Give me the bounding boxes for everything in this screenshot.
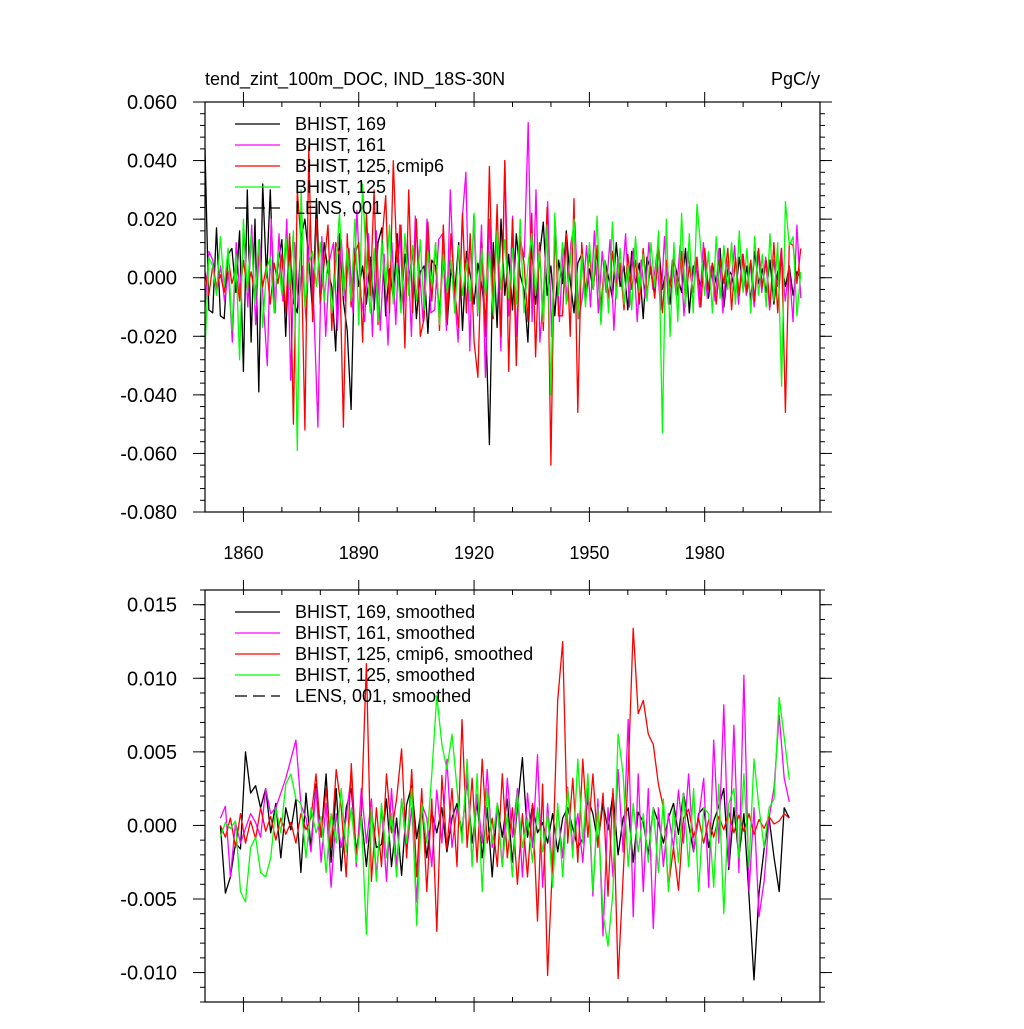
legend-label-1: BHIST, 161 xyxy=(295,135,386,155)
x-tick-label: 1920 xyxy=(454,543,494,563)
legend-label-0: BHIST, 169 xyxy=(295,114,386,134)
chart-title: tend_zint_100m_DOC, IND_18S-30N xyxy=(205,69,505,90)
y-tick-label: 0.040 xyxy=(127,151,177,173)
chart-units: PgC/y xyxy=(771,69,820,89)
series-line-2 xyxy=(219,627,790,980)
x-tick-label: 1950 xyxy=(569,543,609,563)
legend-label-3: BHIST, 125, smoothed xyxy=(295,665,475,685)
legend-label-2: BHIST, 125, cmip6 xyxy=(295,156,444,176)
x-tick-label: 1860 xyxy=(223,543,263,563)
y-tick-label: 0.005 xyxy=(127,742,177,764)
y-tick-label: 0.020 xyxy=(127,209,177,231)
y-tick-label: -0.060 xyxy=(120,443,177,465)
legend-label-4: LENS, 001 xyxy=(295,198,382,218)
legend-label-3: BHIST, 125 xyxy=(295,177,386,197)
bottom-panel: -0.010 -0.005 0.000 0.005 0.010 0.015 BHIST, 1… xyxy=(120,580,832,1012)
y-tick-label: 0.000 xyxy=(127,268,177,290)
legend-label-4: LENS, 001, smoothed xyxy=(295,686,471,706)
y-tick-label: -0.080 xyxy=(120,502,177,524)
y-tick-label: 0.015 xyxy=(127,595,177,617)
series-line-2 xyxy=(205,145,802,466)
x-tick-label: 1890 xyxy=(339,543,379,563)
y-tick-label: 0.060 xyxy=(127,92,177,114)
top-panel: tend_zint_100m_DOC, IND_18S-30N PgC/y 18… xyxy=(120,69,832,563)
y-tick-label: -0.040 xyxy=(120,385,177,407)
legend-label-1: BHIST, 161, smoothed xyxy=(295,623,475,643)
legend-label-2: BHIST, 125, cmip6, smoothed xyxy=(295,644,533,664)
series-line-3 xyxy=(205,183,802,452)
y-tick-label: -0.010 xyxy=(120,963,177,985)
series-line-3 xyxy=(219,695,790,947)
y-tick-label: -0.005 xyxy=(120,889,177,911)
y-tick-label: -0.020 xyxy=(120,326,177,348)
x-tick-label: 1980 xyxy=(685,543,725,563)
y-tick-label: 0.000 xyxy=(127,815,177,837)
legend-label-0: BHIST, 169, smoothed xyxy=(295,602,475,622)
y-tick-label: 0.010 xyxy=(127,668,177,690)
